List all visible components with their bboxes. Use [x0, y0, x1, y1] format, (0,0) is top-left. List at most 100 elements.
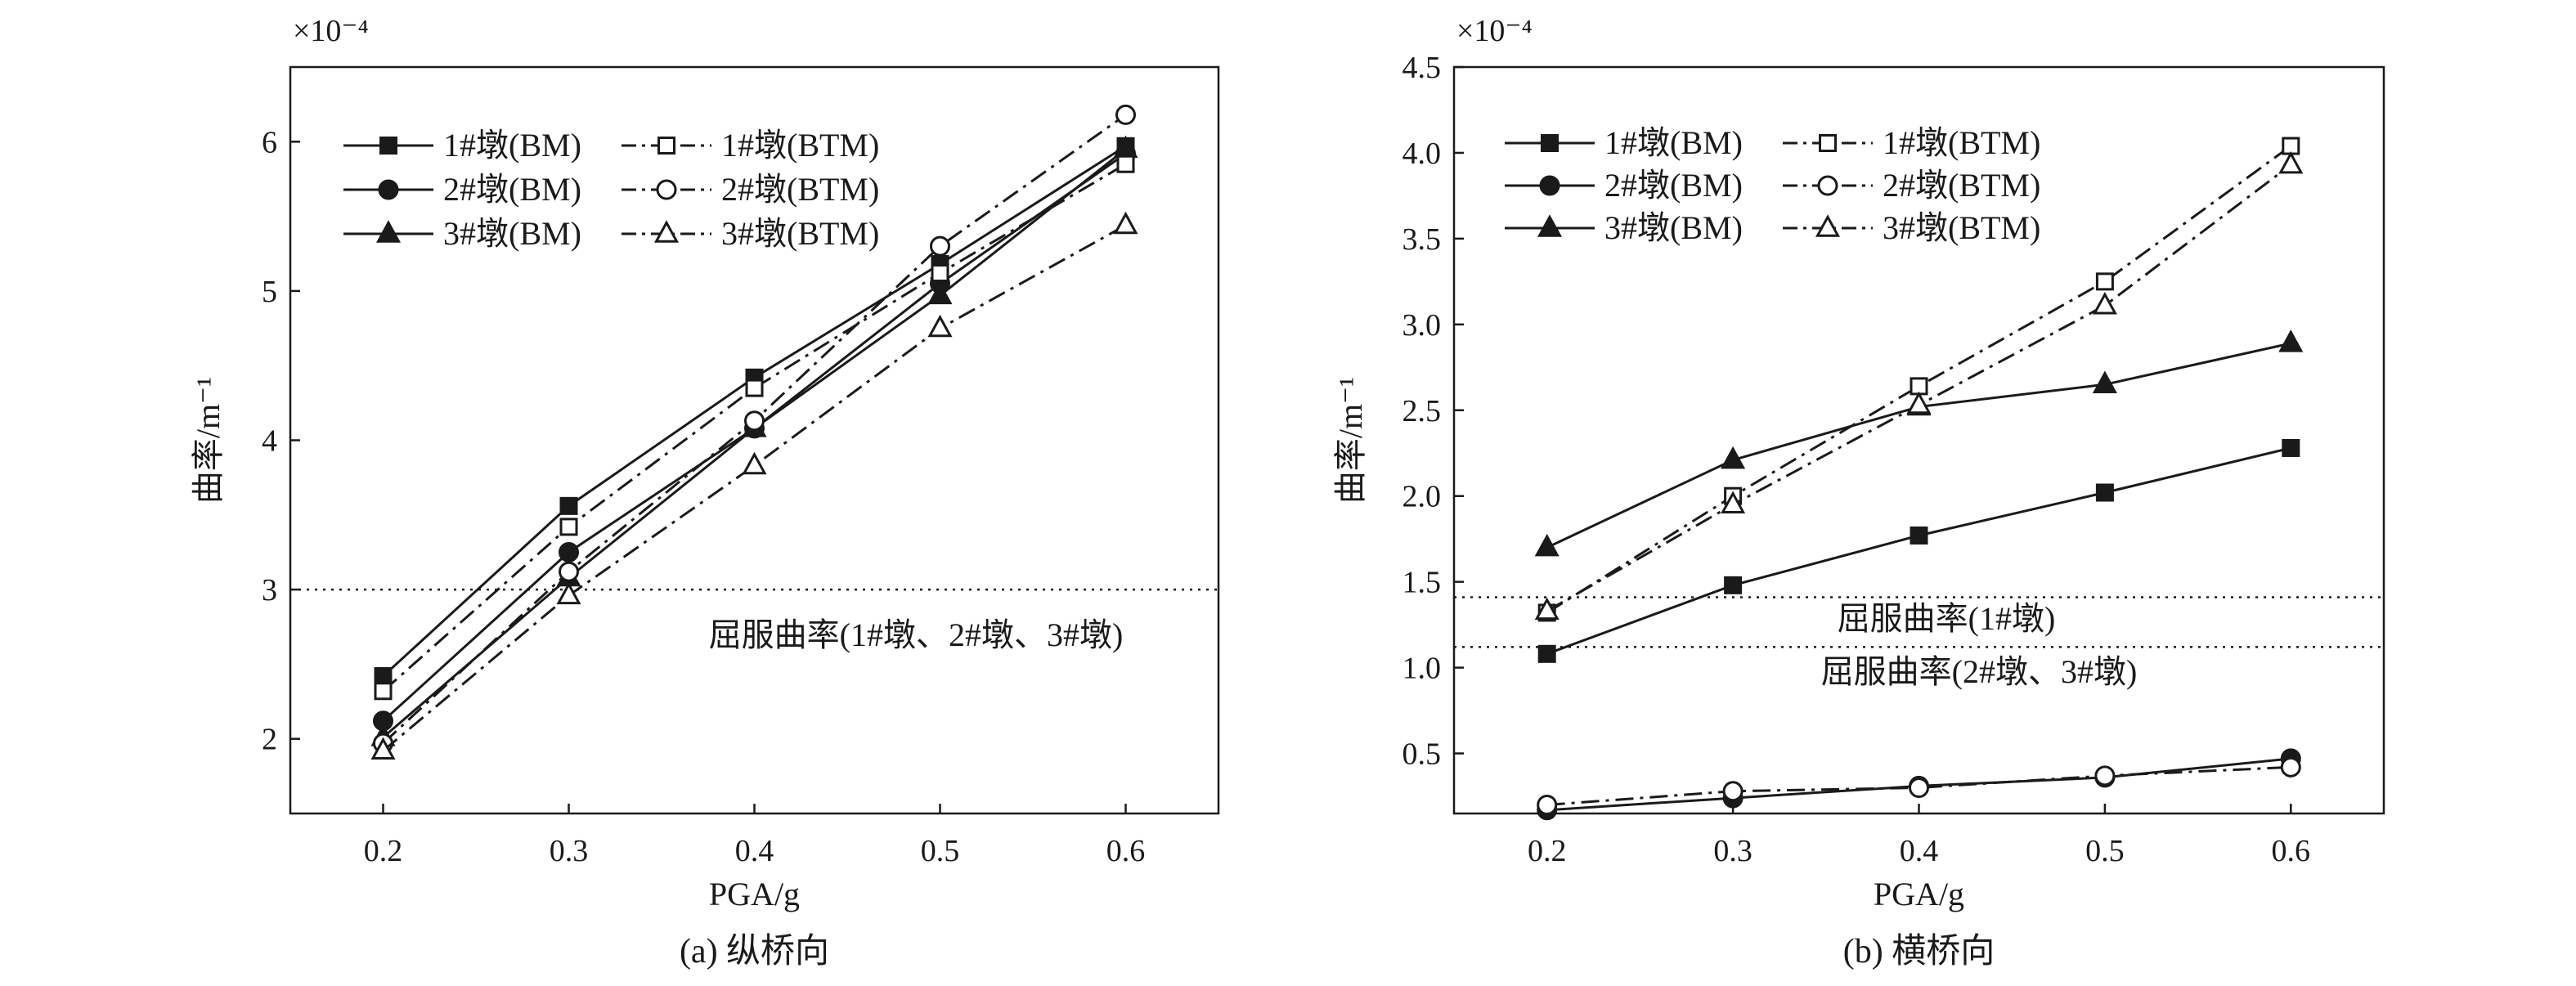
data-point [927, 314, 953, 338]
y-tick-label: 4 [262, 424, 277, 459]
data-point [2280, 756, 2301, 778]
legend-item: 2#墩(BTM) [1783, 167, 2040, 204]
legend-item: 1#墩(BTM) [622, 127, 879, 164]
x-tick-label: 0.4 [1900, 834, 1939, 868]
y-tick-label: 3.5 [1402, 222, 1442, 257]
legend-label: 1#墩(BTM) [1883, 124, 2040, 161]
legend-label: 2#墩(BM) [443, 171, 581, 208]
y-tick-label: 5 [262, 275, 277, 309]
data-point [1113, 211, 1138, 235]
x-tick-label: 0.6 [1106, 834, 1146, 868]
data-point [2282, 438, 2300, 457]
legend-marker [375, 220, 402, 243]
legend-item: 1#墩(BM) [1505, 124, 1743, 161]
y-tick-label: 1.5 [1402, 566, 1442, 600]
data-point [1721, 491, 1746, 513]
data-point [374, 667, 393, 686]
legend-item: 3#墩(BTM) [622, 215, 879, 252]
yield-reference-label: 屈服曲率(1#墩) [1838, 600, 2056, 637]
data-point [374, 682, 393, 701]
legend-marker [1541, 134, 1559, 152]
series-6 [1534, 150, 2304, 621]
legend-item: 3#墩(BM) [1505, 209, 1743, 246]
x-tick-label: 0.4 [735, 834, 774, 868]
series-6 [370, 211, 1138, 760]
y-multiplier: ×10⁻⁴ [1456, 14, 1533, 48]
legend-marker [656, 179, 677, 200]
data-point [745, 379, 764, 397]
y-tick-label: 0.5 [1402, 737, 1442, 772]
data-point [2092, 291, 2117, 315]
x-tick-label: 0.3 [1713, 834, 1752, 868]
y-tick-label: 1.0 [1402, 652, 1442, 686]
legend-label: 2#墩(BTM) [721, 171, 879, 208]
data-point [927, 281, 953, 305]
data-point [2095, 483, 2114, 502]
legend-label: 3#墩(BM) [1604, 209, 1743, 246]
data-point [1721, 446, 1746, 469]
legend-item: 3#墩(BTM) [1783, 209, 2040, 246]
legend-label: 1#墩(BTM) [721, 127, 879, 164]
y-axis-label: 曲率/m⁻¹ [190, 377, 227, 504]
data-point [1722, 781, 1744, 802]
data-point [2092, 370, 2117, 394]
legend: 1#墩(BM) 2#墩(BM) 3#墩(BM) 1#墩(BTM) 2#墩(BTM) 3#墩… [343, 127, 879, 252]
yield-reference-label: 屈服曲率(1#墩、2#墩、3#墩) [709, 616, 1124, 653]
data-point [1116, 155, 1135, 173]
data-point [1537, 644, 1556, 663]
x-tick-label: 0.5 [2085, 834, 2125, 868]
data-point [1534, 533, 1560, 557]
data-point [1537, 795, 1558, 816]
data-point [931, 263, 949, 282]
x-tick-label: 0.5 [921, 834, 960, 868]
legend-marker [378, 179, 399, 200]
legend-item: 1#墩(BTM) [1783, 124, 2040, 161]
legend-marker [379, 137, 397, 155]
data-point [370, 737, 396, 760]
data-point [2095, 272, 2114, 291]
x-axis-label: PGA/g [1874, 876, 1964, 912]
legend-marker [657, 137, 675, 155]
panel-caption: (b) 横桥向 [1843, 933, 1995, 970]
x-tick-label: 0.2 [364, 834, 403, 868]
x-tick-label: 0.2 [1528, 834, 1567, 868]
data-point [1115, 104, 1136, 125]
data-point [1909, 778, 1929, 799]
legend-marker [1815, 214, 1841, 237]
series-line [382, 224, 1127, 752]
y-tick-label: 2 [262, 723, 277, 757]
legend-label: 3#墩(BTM) [1883, 209, 2040, 246]
legend-label: 3#墩(BM) [443, 215, 581, 252]
data-point [742, 451, 767, 475]
y-tick-label: 2.0 [1402, 480, 1442, 514]
y-multiplier: ×10⁻⁴ [293, 14, 369, 48]
data-point [2278, 150, 2304, 174]
x-axis-label: PGA/g [709, 876, 800, 912]
data-point [1906, 391, 1932, 415]
data-point [930, 235, 950, 257]
legend-item: 3#墩(BM) [343, 215, 581, 252]
legend-item: 1#墩(BM) [343, 127, 581, 164]
data-point [559, 561, 579, 582]
legend-marker [1539, 175, 1560, 196]
series-line [1546, 765, 2291, 807]
y-tick-label: 3 [262, 573, 277, 607]
legend-label: 2#墩(BTM) [1883, 167, 2040, 204]
series-3 [1534, 329, 2304, 557]
y-tick-label: 3.0 [1402, 308, 1442, 343]
series-line [382, 163, 1127, 692]
series-1 [1537, 438, 2300, 663]
data-point [559, 496, 578, 515]
data-point [1724, 576, 1743, 594]
yield-reference-label: 屈服曲率(2#墩、3#墩) [1821, 653, 2138, 690]
x-tick-label: 0.6 [2272, 834, 2311, 868]
y-axis-label: 曲率/m⁻¹ [1332, 377, 1369, 504]
y-tick-label: 2.5 [1402, 394, 1442, 428]
data-point [744, 410, 765, 432]
data-point [2278, 329, 2304, 352]
legend-marker [1819, 134, 1837, 152]
legend-item: 2#墩(BTM) [622, 171, 879, 208]
y-tick-label: 4.0 [1402, 137, 1442, 171]
legend-marker [1537, 214, 1563, 237]
data-point [1910, 526, 1928, 545]
